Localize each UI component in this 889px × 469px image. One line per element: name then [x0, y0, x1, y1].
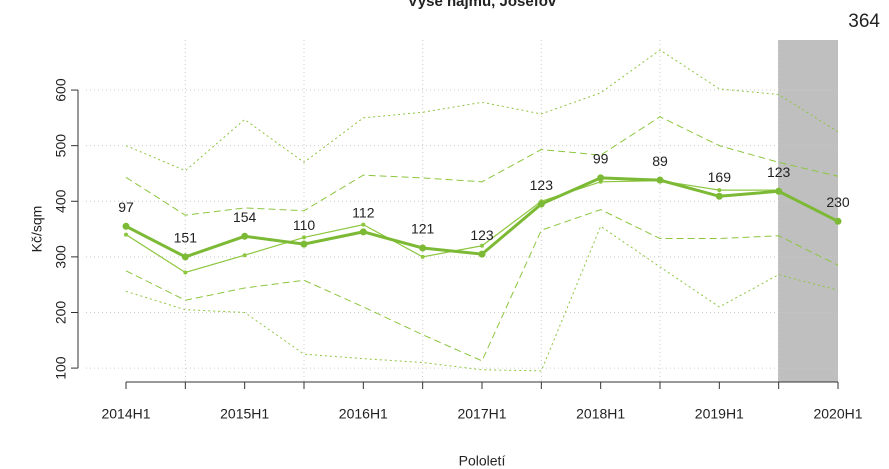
x-tick-label: 2014H1 [101, 406, 150, 422]
data-point [302, 235, 306, 240]
count-label: 123 [767, 164, 791, 180]
x-tick-label: 2016H1 [339, 406, 388, 422]
count-label: 121 [411, 221, 435, 237]
data-point [300, 240, 308, 248]
data-point [359, 228, 367, 236]
y-tick-label: 500 [53, 134, 69, 158]
x-axis-label: Pololetí [459, 453, 506, 469]
data-point [597, 174, 605, 182]
data-point [183, 270, 188, 275]
x-tick-label: 2018H1 [576, 406, 625, 422]
data-point [420, 254, 425, 259]
x-tick-label: 2019H1 [695, 406, 744, 422]
count-label: 110 [293, 217, 316, 233]
count-label: 154 [233, 209, 257, 225]
data-point [361, 222, 366, 227]
data-point [775, 187, 783, 195]
data-point [834, 217, 842, 225]
data-point [537, 200, 545, 208]
data-point [241, 232, 249, 240]
x-tick-label: 2015H1 [220, 406, 269, 422]
count-label: 169 [708, 169, 732, 185]
count-label: 99 [593, 151, 609, 167]
x-tick-label: 2020H1 [813, 406, 862, 422]
y-tick-label: 400 [53, 189, 69, 213]
data-point [242, 253, 247, 258]
count-label: 230 [826, 194, 850, 210]
annotation: 364 [848, 11, 880, 32]
x-tick-label: 2017H1 [457, 406, 506, 422]
data-point [715, 192, 723, 200]
data-point [122, 222, 130, 230]
highlight-band [778, 40, 838, 382]
count-label: 151 [174, 230, 198, 246]
count-label: 89 [652, 153, 668, 169]
series-line [125, 49, 839, 172]
data-point [717, 188, 722, 193]
series-line [125, 116, 839, 216]
data-point [124, 232, 128, 237]
data-point [656, 176, 664, 184]
data-point [181, 253, 189, 261]
count-label: 112 [352, 205, 375, 221]
data-point [419, 244, 427, 252]
y-tick-label: 300 [53, 245, 69, 269]
series-line [125, 209, 839, 362]
series-line [125, 225, 839, 372]
count-label: 123 [470, 227, 494, 243]
count-label: 123 [530, 177, 554, 193]
y-tick-label: 100 [53, 356, 69, 380]
chart-title: Výše nájmů, Josefov [408, 0, 557, 10]
y-axis-label: Kč/sqm [29, 206, 45, 253]
data-point [480, 243, 484, 248]
data-point [478, 250, 486, 258]
y-tick-label: 600 [53, 78, 69, 102]
count-label: 97 [118, 199, 134, 215]
y-tick-label: 200 [53, 301, 69, 325]
